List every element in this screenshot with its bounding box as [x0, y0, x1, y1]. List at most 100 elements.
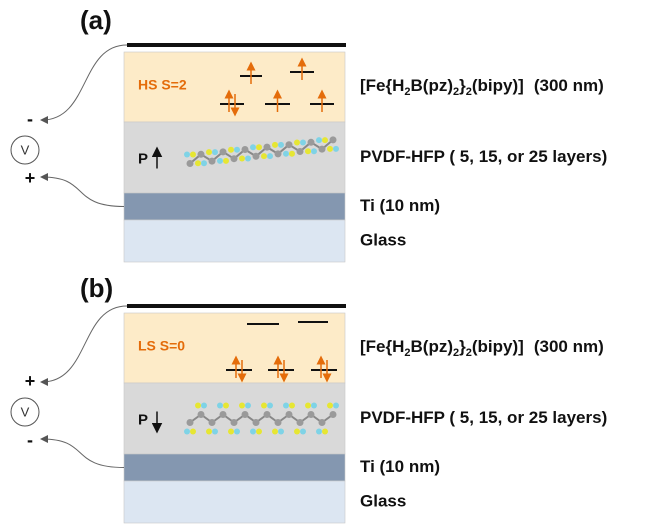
atom [300, 140, 306, 146]
carbon [308, 411, 315, 418]
atom [250, 429, 256, 435]
carbon [231, 155, 238, 162]
glass-layer [124, 220, 345, 262]
formula-part: (bipy)] [472, 76, 524, 95]
sco-label: [Fe{H2B(pz)2}2(bipy)](300 nm) [360, 337, 604, 358]
top-electrode [127, 43, 346, 47]
polarization: P [138, 411, 148, 428]
atom [212, 429, 218, 435]
carbon [253, 419, 260, 426]
spin-state: LS S=0 [138, 338, 185, 354]
atom [195, 403, 201, 409]
atom [267, 403, 273, 409]
atom [206, 149, 212, 155]
atom [283, 403, 289, 409]
formula-part: (bipy)] [472, 337, 524, 356]
wire [42, 306, 127, 382]
atom [245, 156, 251, 162]
carbon [209, 419, 216, 426]
thickness: (300 nm) [534, 337, 604, 356]
atom [223, 403, 229, 409]
carbon [308, 139, 315, 146]
atom [228, 429, 234, 435]
atom [201, 403, 207, 409]
glass-label: Glass [360, 230, 406, 249]
carbon [286, 411, 293, 418]
atom [294, 429, 300, 435]
wire [42, 45, 127, 120]
formula-part: B(pz) [411, 76, 453, 95]
carbon [330, 411, 337, 418]
atom [278, 429, 284, 435]
atom [333, 146, 339, 152]
carbon [275, 150, 282, 157]
carbon [220, 411, 227, 418]
terminal-top: - [27, 109, 33, 129]
atom [272, 429, 278, 435]
atom [190, 152, 196, 158]
carbon [231, 419, 238, 426]
pvdf-label: PVDF-HFP ( 5, 15, or 25 layers) [360, 147, 607, 166]
atom [283, 151, 289, 157]
atom [333, 403, 339, 409]
formula-part: [Fe{H [360, 76, 404, 95]
atom [261, 403, 267, 409]
atom [206, 429, 212, 435]
atom [184, 429, 190, 435]
atom [272, 142, 278, 148]
atom [239, 156, 245, 162]
atom [256, 144, 262, 150]
carbon [286, 141, 293, 148]
formula-part: B(pz) [411, 337, 453, 356]
carbon [297, 419, 304, 426]
atom [305, 403, 311, 409]
atom [311, 403, 317, 409]
atom [184, 152, 190, 158]
carbon [253, 153, 260, 160]
terminal-top: + [25, 371, 36, 391]
ti-layer [124, 454, 345, 481]
carbon [297, 148, 304, 155]
carbon [198, 411, 205, 418]
atom [300, 429, 306, 435]
terminal-bottom: + [25, 168, 36, 188]
atom [316, 137, 322, 143]
atom [322, 137, 328, 143]
voltmeter-symbol: V [21, 142, 30, 157]
atom [190, 429, 196, 435]
carbon [319, 419, 326, 426]
ti-layer [124, 193, 345, 220]
atom [195, 160, 201, 166]
atom [289, 403, 295, 409]
panel-label: (b) [80, 273, 113, 303]
atom [228, 147, 234, 153]
carbon [187, 160, 194, 167]
polarization: P [138, 150, 148, 167]
atom [217, 403, 223, 409]
atom [294, 140, 300, 146]
carbon [242, 146, 249, 153]
voltmeter-symbol: V [21, 404, 30, 419]
carbon [187, 419, 194, 426]
atom [322, 429, 328, 435]
atom [201, 160, 207, 166]
sco-label: [Fe{H2B(pz)2}2(bipy)](300 nm) [360, 76, 604, 97]
terminal-bottom: - [27, 430, 33, 450]
atom [217, 158, 223, 164]
figure: (a)[Fe{H2B(pz)2}2(bipy)](300 nm)PVDF-HFP… [0, 0, 663, 528]
atom [256, 429, 262, 435]
carbon [209, 158, 216, 165]
atom [305, 148, 311, 154]
glass-layer [124, 481, 345, 523]
atom [267, 153, 273, 159]
atom [239, 403, 245, 409]
atom [250, 144, 256, 150]
carbon [198, 151, 205, 158]
pvdf-label: PVDF-HFP ( 5, 15, or 25 layers) [360, 408, 607, 427]
ti-label: Ti (10 nm) [360, 196, 440, 215]
atom [223, 158, 229, 164]
atom [234, 147, 240, 153]
spin-state: HS S=2 [138, 77, 187, 93]
wire [42, 439, 124, 468]
atom [316, 429, 322, 435]
